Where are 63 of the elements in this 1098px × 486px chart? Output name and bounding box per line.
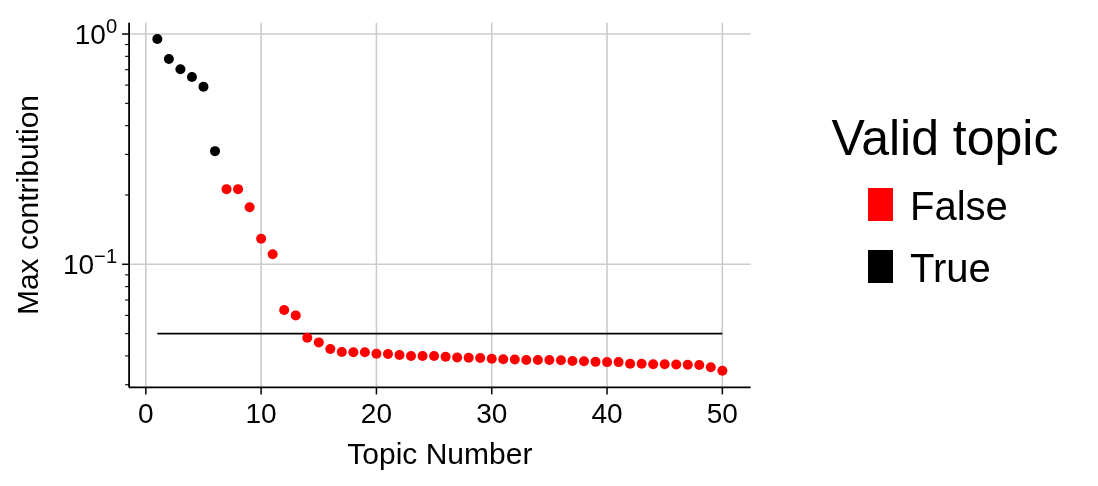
point [509,354,520,365]
point [521,355,532,366]
point [290,310,301,321]
x-tick-label: 0 [138,398,154,430]
point [313,337,324,348]
x-axis-title: Topic Number [347,437,533,470]
point [152,34,163,45]
point [532,355,543,366]
point [175,64,186,75]
point [302,332,313,343]
point [671,359,682,370]
y-tick-label: 10$^{−1}$ [62,245,118,281]
x-tick-label: 10 [245,398,277,430]
point [440,351,451,362]
point [682,359,693,370]
point [717,365,728,376]
point [359,347,370,358]
point [613,357,624,368]
point [648,359,659,370]
point [348,347,359,358]
x-tick-label: 50 [706,398,738,430]
point [382,348,393,359]
point [221,184,232,195]
point [417,350,428,361]
legend-label: True [910,246,991,290]
point [163,54,174,65]
point [636,358,647,369]
y-axis-title: Max contribution [11,95,44,316]
point [406,350,417,361]
x-tick-label: 30 [476,398,508,430]
point [544,355,555,366]
point [463,352,474,363]
point [279,305,290,316]
point [590,356,601,367]
point [371,348,382,359]
point [244,202,255,213]
point [498,354,509,365]
point [486,353,497,364]
point [555,355,566,366]
point [325,343,336,354]
point [578,356,589,367]
legend-label: False [910,184,1008,228]
point [429,350,440,361]
point [452,352,463,363]
point [233,184,244,195]
point [186,71,197,82]
point [567,356,578,367]
point [267,249,278,260]
x-tick-label: 40 [591,398,623,430]
point [705,362,716,373]
point [694,360,705,371]
legend-title: Valid topic [831,110,1059,166]
x-tick-label: 20 [360,398,393,430]
point [602,357,613,368]
point [256,233,267,244]
point [394,349,405,360]
point [198,81,209,92]
point [659,359,670,370]
point [475,352,486,363]
point [336,347,347,358]
point [625,358,636,369]
y-tick-label: 10$^{0}$ [74,15,118,51]
point [210,146,220,157]
